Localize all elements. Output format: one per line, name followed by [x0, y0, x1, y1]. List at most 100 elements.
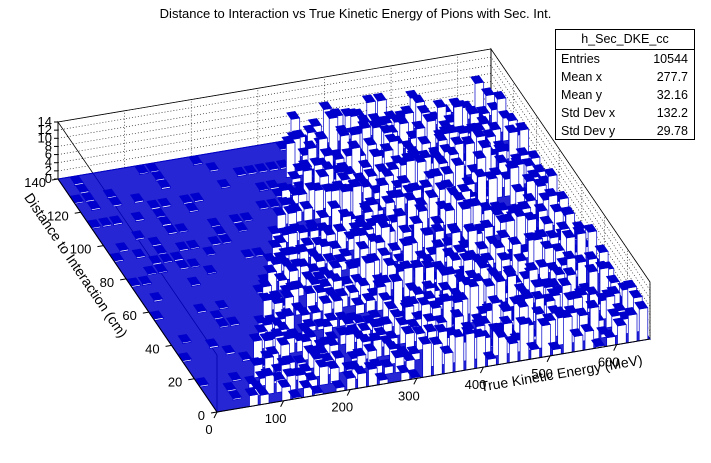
lego-bar-top [202, 246, 217, 255]
lego-bar-top [521, 173, 536, 182]
lego-bar-top [468, 197, 483, 207]
lego-bar-top [363, 168, 378, 177]
x-tick-label: 300 [398, 388, 420, 403]
z-tick-label: 8 [45, 138, 52, 153]
lego-bar-top [316, 238, 331, 248]
lego-bar-top [460, 135, 475, 145]
lego-bar-top [411, 325, 426, 335]
lego-bar-top [275, 336, 290, 346]
x-tick [280, 400, 285, 407]
lego-bar-top [457, 201, 472, 210]
lego-bar-top [346, 126, 361, 136]
lego-bar-top [558, 309, 573, 319]
lego-bar-top [555, 221, 570, 230]
lego-bar-top [492, 90, 507, 100]
lego-bar [281, 385, 291, 402]
lego-bar-top [157, 197, 172, 207]
lego-bar-top [434, 155, 449, 165]
lego-bar-top [108, 215, 123, 225]
lego-bar-top [572, 225, 587, 235]
lego-bar-top [421, 280, 436, 289]
lego-bar-top [276, 356, 291, 366]
lego-bar-top [152, 208, 167, 217]
lego-bar-top [212, 225, 227, 235]
lego-bar-top [339, 275, 354, 285]
lego-bar-top [319, 352, 334, 362]
lego-bar-top [557, 277, 572, 287]
lego-bar-top [458, 252, 473, 261]
lego-bar-top [511, 208, 527, 217]
lego-bar-top [267, 239, 282, 248]
lego-bar-top [324, 110, 339, 119]
lego-bar-top [526, 150, 541, 159]
x-tick [480, 366, 484, 374]
lego-bar-top [255, 200, 270, 209]
lego-bar-top [149, 292, 164, 301]
lego-bar-top [554, 190, 569, 200]
lego-bar-top [227, 390, 243, 399]
lego-bar-top [532, 178, 547, 187]
lego-bar [465, 332, 475, 371]
lego-bar-top [510, 183, 525, 193]
lego-bar-top [406, 369, 421, 379]
lego-bar-top [275, 321, 290, 331]
lego-bar-top [237, 351, 252, 360]
lego-bar-top [331, 379, 346, 389]
lego-bar-top [234, 222, 249, 232]
lego-bar-top [298, 379, 313, 389]
lego-bar-top [449, 294, 464, 304]
lego-bar-top [547, 341, 562, 351]
lego-bar-top [324, 337, 339, 347]
lego-bar-top [451, 192, 466, 201]
lego-bar-top [328, 292, 344, 302]
lego-bar-top [385, 161, 400, 171]
lego-bar-top [416, 135, 432, 145]
lego-bar-top [270, 328, 285, 337]
lego-bar-top [396, 364, 411, 374]
lego-bar-top [399, 260, 414, 269]
lego-bar-top [359, 204, 374, 213]
lego-bar-top [374, 372, 389, 381]
lego-bar-top [169, 251, 184, 261]
lego-bar [346, 376, 356, 391]
lego-bar-top [131, 248, 146, 258]
lego-bar-top [244, 387, 259, 397]
lego-bar-top [313, 131, 328, 140]
lego-bar [328, 116, 339, 153]
lego-bar-top [493, 329, 508, 338]
lego-bar-top [382, 257, 397, 266]
lego-bar [573, 334, 584, 353]
lego-bar-top [356, 322, 371, 331]
lego-bar-top [504, 124, 519, 134]
lego-bar-top [422, 323, 437, 333]
lego-bar-top [544, 229, 560, 239]
lego-bar-top [390, 349, 405, 359]
lego-bar-top [351, 314, 366, 324]
lego-bar-top [341, 370, 357, 379]
lego-bar-top [147, 255, 163, 264]
lego-bar-top [153, 245, 168, 254]
lego-bar-top [361, 292, 376, 302]
lego-bar-top [583, 223, 598, 233]
lego-bar-top [498, 315, 513, 325]
lego-bar-top [354, 227, 369, 236]
lego-bar-top [429, 215, 445, 225]
lego-bar-top [475, 259, 490, 269]
lego-bar-top [305, 222, 320, 232]
lego-bar-top [283, 225, 298, 235]
lego-bar-top [379, 358, 394, 368]
lego-bar-top [216, 178, 231, 188]
lego-bar-top [327, 240, 342, 249]
lego-bar-top [549, 203, 564, 213]
lego-bar-top [346, 140, 361, 149]
z-tick-label: 12 [38, 122, 52, 137]
lego-bar-top [472, 150, 487, 159]
lego-bar-top [402, 192, 417, 201]
lego-bar-top [389, 308, 404, 318]
lego-bar-top [442, 266, 457, 275]
lego-bar-top [541, 293, 556, 302]
lego-bar-top [258, 316, 273, 326]
lego-bar-top [321, 226, 336, 236]
lego-bar-top [284, 263, 299, 272]
lego-bar-top [360, 254, 375, 264]
